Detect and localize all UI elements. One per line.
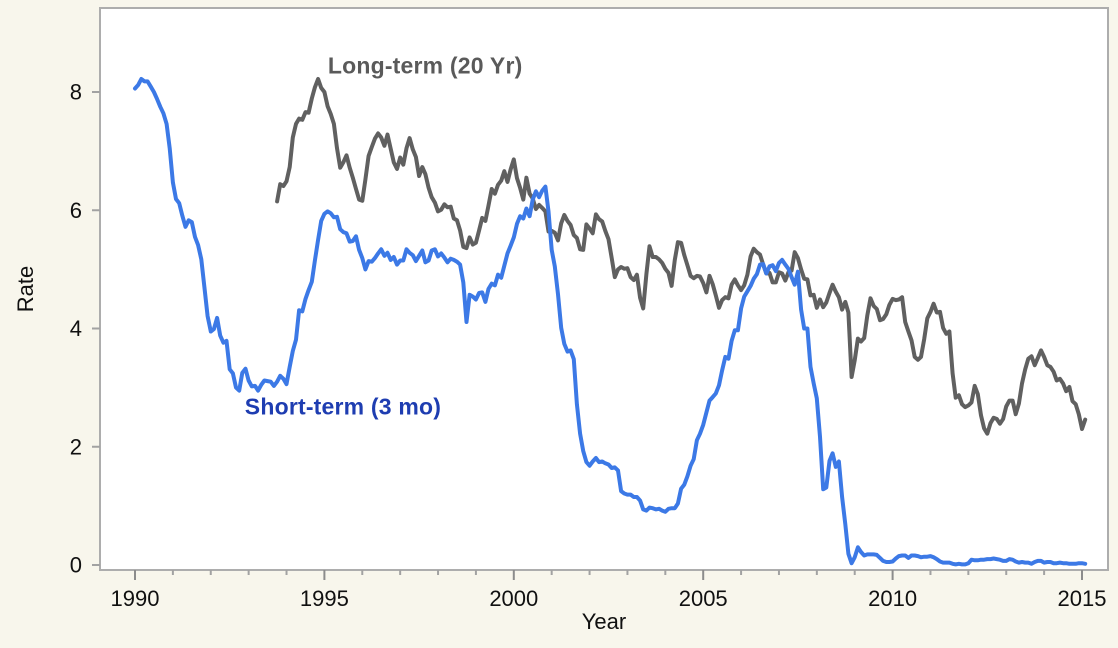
series-line-short-term [133, 77, 1088, 567]
x-tick-label: 2010 [868, 586, 917, 611]
x-tick-label: 2005 [679, 586, 728, 611]
x-tick-label: 1990 [111, 586, 160, 611]
x-tick-label: 2015 [1058, 586, 1107, 611]
x-tick-label: 2000 [489, 586, 538, 611]
y-axis-title: Rate [13, 265, 38, 313]
series-label-short-term: Short-term (3 mo) [244, 393, 442, 420]
y-tick-label: 0 [70, 553, 82, 578]
plot-border [99, 7, 1109, 571]
x-axis-title: Year [581, 609, 627, 634]
y-tick-label: 2 [70, 434, 82, 459]
series-label-long-term: Long-term (20 Yr) [327, 52, 523, 79]
x-tick-label: 1995 [300, 586, 349, 611]
y-tick-label: 6 [70, 198, 82, 223]
y-tick-label: 8 [70, 80, 82, 105]
series-line-long-term [275, 77, 1088, 436]
y-tick-label: 4 [70, 316, 82, 341]
